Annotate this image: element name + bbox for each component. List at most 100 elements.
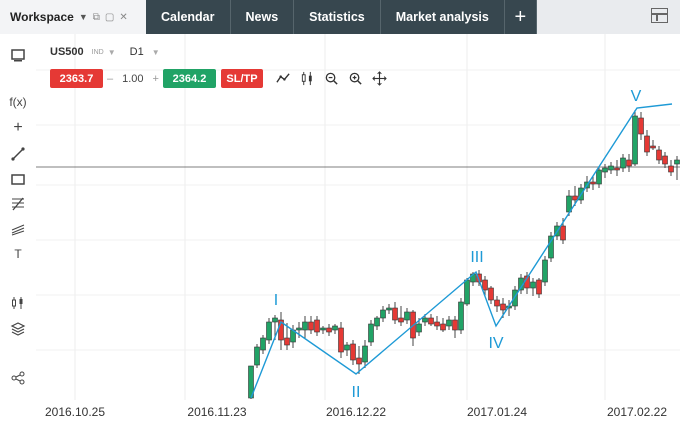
- fibonacci-icon[interactable]: [8, 195, 28, 213]
- candle: [548, 232, 554, 262]
- candle: [320, 326, 326, 334]
- candle: [644, 130, 650, 156]
- chart-tools: [271, 69, 391, 88]
- candles-icon[interactable]: [295, 69, 319, 88]
- candle: [278, 312, 284, 350]
- candle: [392, 302, 398, 324]
- crosshair-tool-icon[interactable]: +: [13, 119, 23, 136]
- x-tick-label: 2016.12.22: [326, 405, 386, 419]
- price-chart[interactable]: I II III IV V 2016.10.25 2016.11.23 2016.12.22…: [36, 34, 680, 434]
- drawing-toolbar: f(x) + T: [0, 34, 36, 434]
- zoom-out-icon[interactable]: [319, 69, 343, 88]
- wave-label: IV: [488, 335, 503, 352]
- tab-strip: Calendar News Statistics Market analysis…: [146, 0, 537, 34]
- increase-volume-button[interactable]: +: [152, 72, 159, 85]
- elliott-wave-line: [250, 103, 673, 399]
- candle: [350, 340, 356, 365]
- candle: [464, 278, 470, 306]
- volume-stepper[interactable]: – 1.00 +: [103, 73, 163, 85]
- panel-icon[interactable]: [8, 46, 28, 64]
- candle: [254, 344, 260, 368]
- symbol-chevron-icon[interactable]: ▼: [107, 47, 116, 57]
- line-chart-icon[interactable]: [271, 69, 295, 88]
- candle: [374, 316, 380, 330]
- wave-label: II: [352, 384, 361, 401]
- candle: [368, 320, 374, 346]
- candle: [344, 342, 350, 356]
- candle: [428, 314, 434, 326]
- x-tick-label: 2017.01.24: [467, 405, 527, 419]
- rectangle-icon[interactable]: [8, 170, 28, 188]
- popout-icon[interactable]: ⧉: [92, 11, 100, 23]
- candles: [248, 110, 680, 399]
- candle: [452, 316, 458, 338]
- x-tick-label: 2017.02.22: [607, 405, 667, 419]
- candle: [632, 110, 638, 166]
- indicators-icon[interactable]: [8, 294, 28, 312]
- chevron-down-icon[interactable]: ▼: [78, 12, 88, 22]
- decrease-volume-button[interactable]: –: [107, 72, 114, 85]
- candle: [638, 112, 644, 140]
- symbol-header: US500 IND ▼ D1 ▼: [50, 46, 160, 58]
- candle: [284, 323, 290, 350]
- candle: [410, 310, 416, 346]
- timeframe-chevron-icon[interactable]: ▼: [151, 47, 160, 57]
- add-tab-button[interactable]: +: [504, 0, 537, 34]
- close-icon[interactable]: ✕: [119, 11, 128, 23]
- candle: [404, 308, 410, 324]
- function-icon[interactable]: f(x): [9, 95, 27, 109]
- tab-news[interactable]: News: [230, 0, 295, 34]
- workspace-tab[interactable]: Workspace ▼ ⧉ ▢ ✕: [0, 0, 146, 34]
- trade-panel: 2363.7 – 1.00 + 2364.2 SL/TP: [50, 69, 391, 88]
- wave-label: V: [631, 88, 642, 105]
- x-tick-label: 2016.10.25: [45, 405, 105, 419]
- candle: [296, 322, 302, 338]
- candle: [308, 316, 314, 334]
- wave-label: III: [470, 249, 483, 266]
- candle: [542, 256, 548, 286]
- window-icon[interactable]: ▢: [104, 11, 115, 23]
- timeframe-select[interactable]: D1: [129, 46, 144, 58]
- candle: [326, 324, 332, 336]
- buy-button[interactable]: 2364.2: [163, 69, 216, 88]
- share-icon[interactable]: [8, 369, 28, 387]
- candle: [602, 164, 608, 178]
- candle: [584, 176, 590, 192]
- tab-statistics[interactable]: Statistics: [294, 0, 381, 34]
- symbol-name[interactable]: US500: [50, 46, 84, 58]
- instrument-type: IND: [91, 48, 104, 56]
- candle: [440, 318, 446, 332]
- candle: [362, 340, 368, 368]
- pitchfork-icon[interactable]: [8, 220, 28, 238]
- candle: [608, 162, 614, 174]
- candle: [458, 298, 464, 334]
- x-axis-labels: 2016.10.25 2016.11.23 2016.12.22 2017.01.24…: [45, 405, 667, 419]
- candle: [494, 296, 500, 312]
- candle: [482, 276, 488, 296]
- zoom-in-icon[interactable]: [343, 69, 367, 88]
- candle: [662, 152, 668, 168]
- sell-button[interactable]: 2363.7: [50, 69, 103, 88]
- candle: [488, 286, 494, 304]
- candle: [668, 160, 674, 176]
- text-tool-icon[interactable]: T: [14, 247, 22, 261]
- sltp-button[interactable]: SL/TP: [221, 69, 263, 88]
- candle: [656, 146, 662, 164]
- top-bar: Workspace ▼ ⧉ ▢ ✕ Calendar News Statisti…: [0, 0, 680, 34]
- candle: [332, 324, 338, 334]
- candle: [338, 322, 344, 358]
- candle: [314, 316, 320, 336]
- wave-label: I: [274, 292, 278, 309]
- chart-grid: [36, 34, 680, 400]
- move-icon[interactable]: [367, 69, 391, 88]
- layout-icon[interactable]: [651, 8, 668, 23]
- tab-calendar[interactable]: Calendar: [146, 0, 231, 34]
- tab-market-analysis[interactable]: Market analysis: [380, 0, 505, 34]
- candle: [620, 154, 626, 172]
- volume-value[interactable]: 1.00: [122, 72, 144, 85]
- layers-icon[interactable]: [8, 320, 28, 338]
- candle: [260, 335, 266, 354]
- trendline-icon[interactable]: [8, 145, 28, 163]
